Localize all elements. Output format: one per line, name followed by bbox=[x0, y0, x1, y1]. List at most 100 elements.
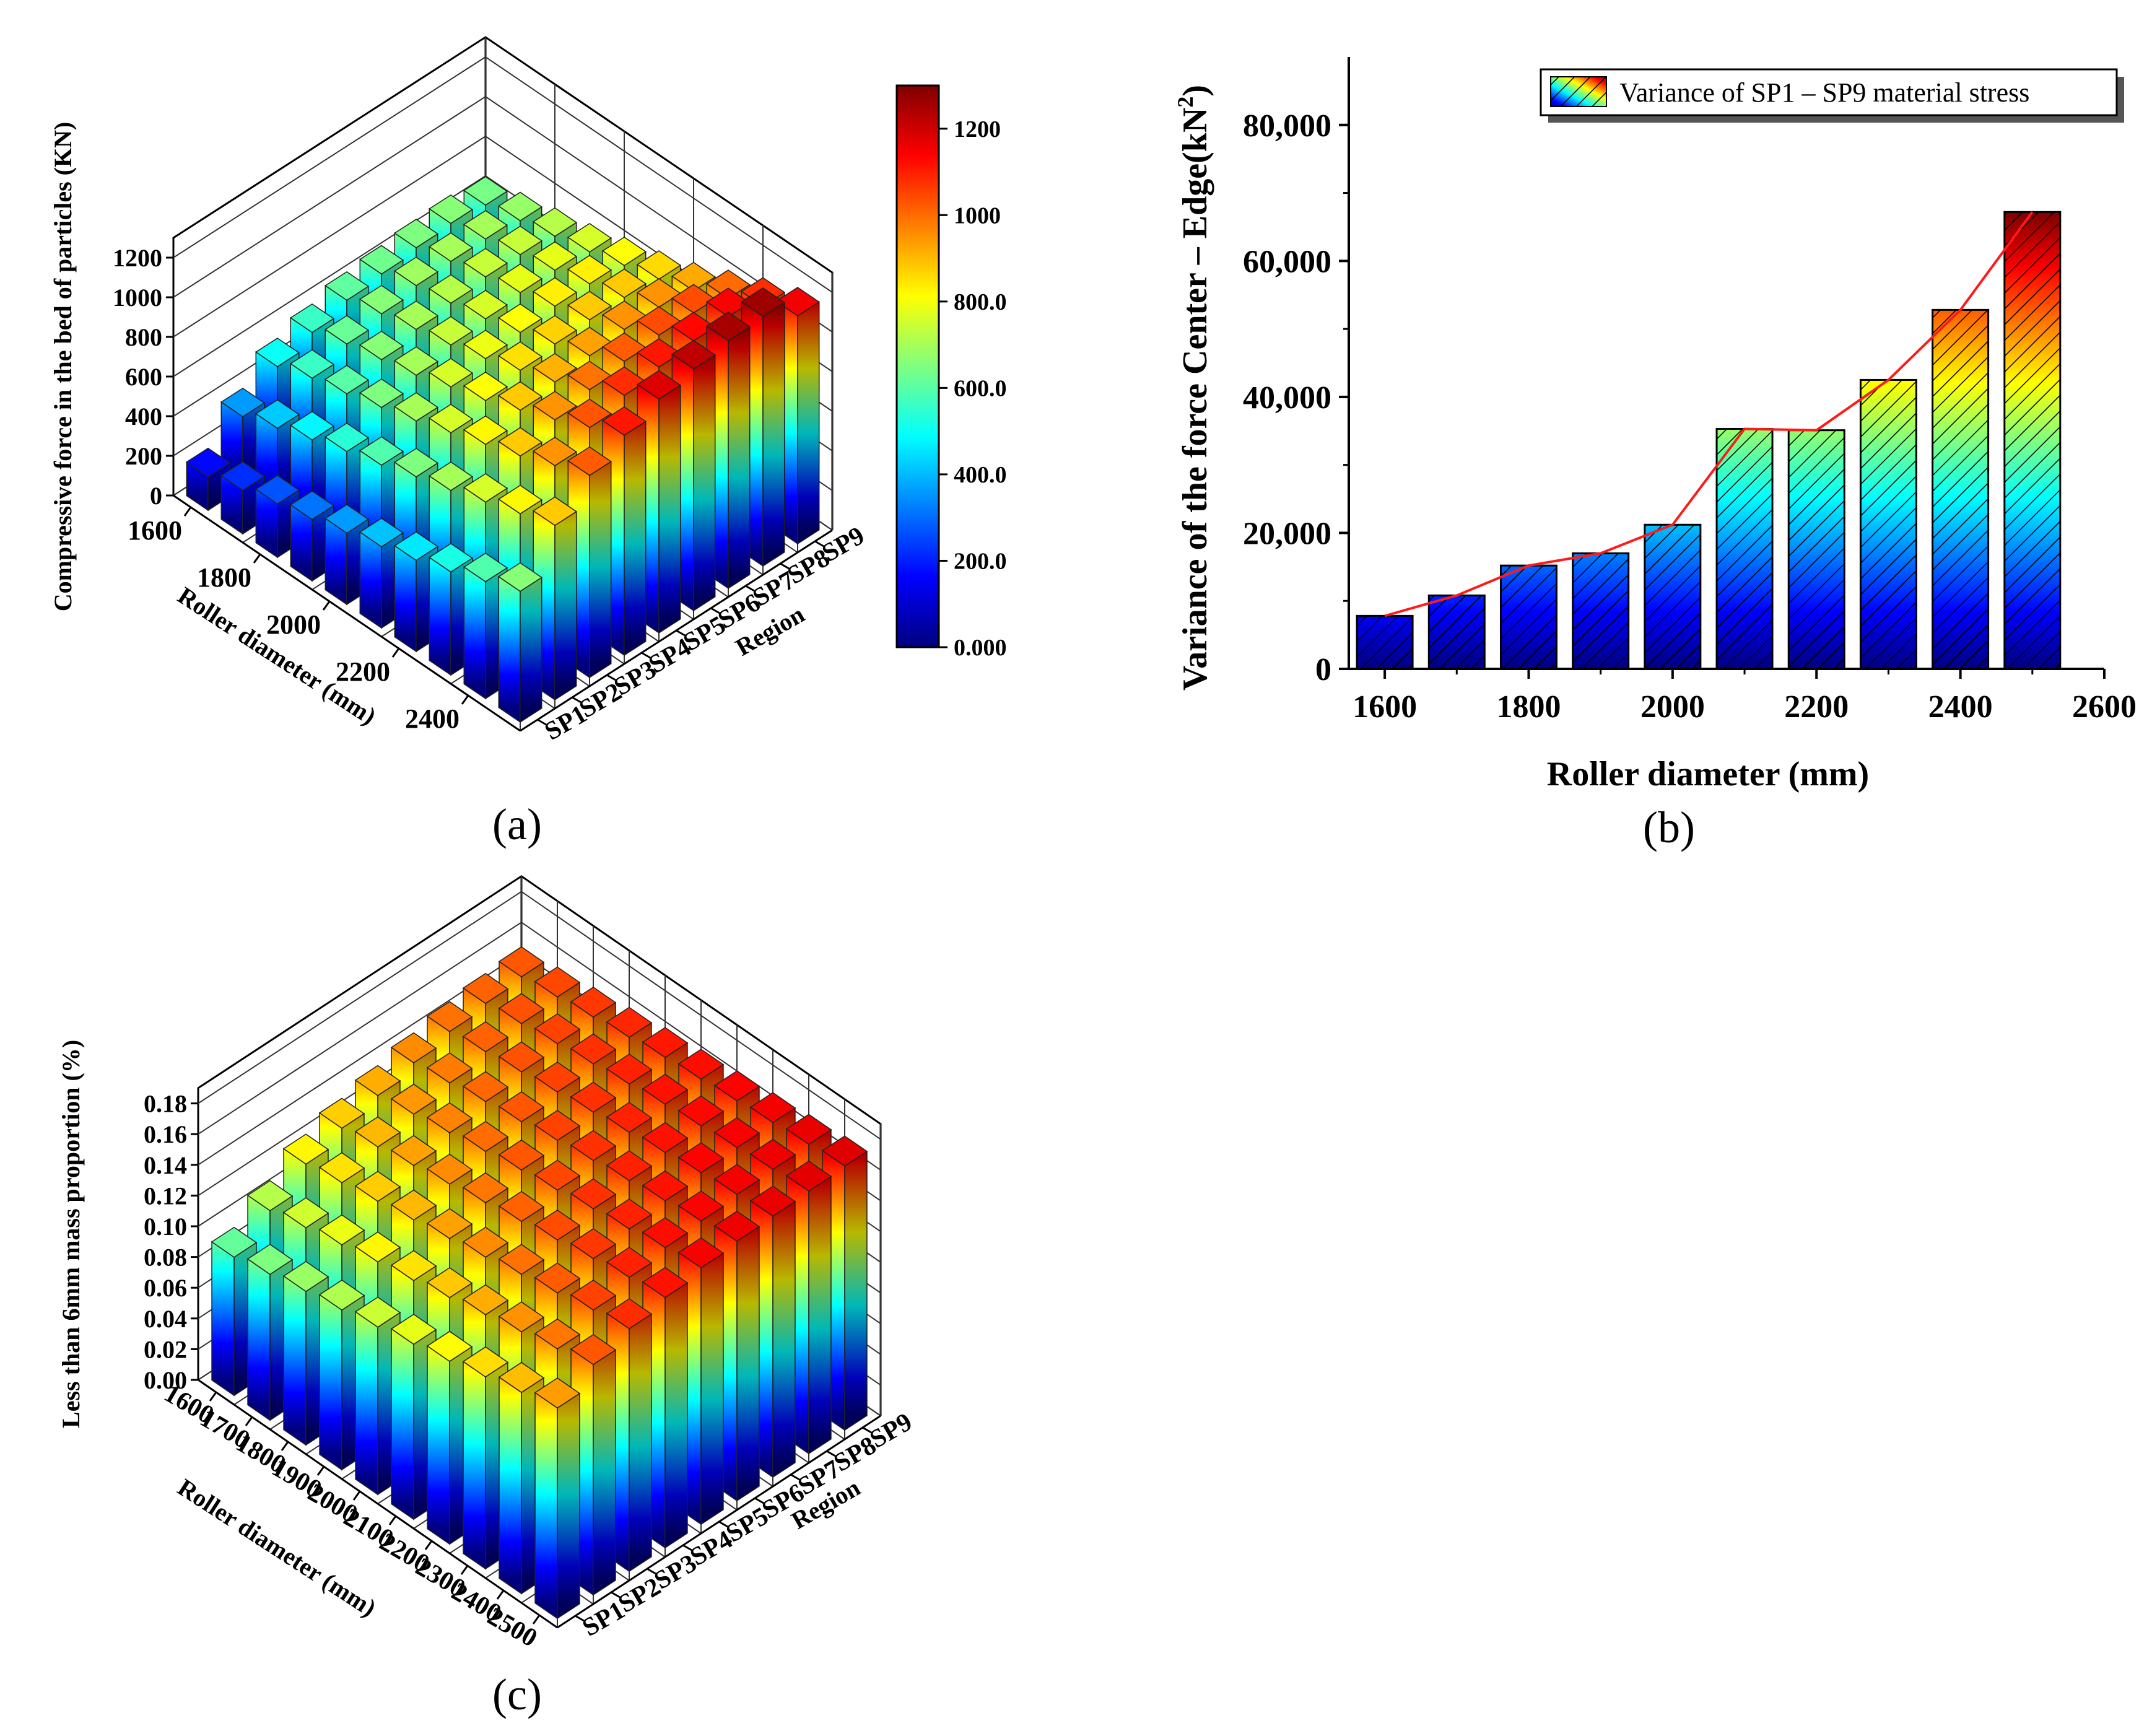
bar-side-shade bbox=[694, 355, 715, 611]
bar bbox=[497, 562, 543, 723]
bar-top-face bbox=[324, 365, 370, 395]
bar-top-face bbox=[282, 1260, 329, 1293]
bar-top-face bbox=[497, 562, 543, 592]
z-axis: 0.00 0.020.04 0.06 0.08 0.10 0.12 0.14 0.160.18… bbox=[57, 1040, 198, 1428]
bar bbox=[534, 1377, 581, 1620]
bar-top-face bbox=[677, 1237, 725, 1268]
bar-front-face bbox=[463, 1360, 486, 1570]
bar-front-face bbox=[359, 531, 382, 629]
bar-top-face bbox=[498, 946, 545, 978]
x-tick bbox=[460, 1565, 469, 1575]
bar-side-shade bbox=[555, 512, 577, 700]
bar-top-face bbox=[534, 1377, 581, 1409]
x-tick-label: 2600 bbox=[2072, 689, 2137, 725]
bar-top-face bbox=[532, 241, 578, 271]
z-tick-label: 0.08 bbox=[144, 1244, 187, 1271]
bar-top-face bbox=[705, 312, 751, 341]
bar-top-face bbox=[671, 261, 717, 292]
bar-top-face bbox=[359, 378, 404, 408]
bar-top-face bbox=[601, 406, 647, 436]
bar-top-face bbox=[359, 330, 404, 360]
panel-b: 0 20,000 40,000 60,000 80,000 1600 1800 2000 220… bbox=[1115, 0, 2152, 867]
bar-top-face bbox=[570, 1130, 617, 1161]
bar-top-face bbox=[428, 194, 474, 224]
bar-top-face bbox=[498, 1301, 545, 1333]
bar-top-face bbox=[354, 1296, 401, 1328]
bar-top-face bbox=[390, 1135, 437, 1166]
x-axis-label: Roller diameter (mm) bbox=[173, 1473, 381, 1622]
bar-front-face bbox=[427, 1345, 450, 1545]
bar-side-shade bbox=[845, 1151, 867, 1431]
bar-top-face bbox=[390, 1189, 437, 1221]
bar-top-face bbox=[567, 398, 612, 429]
bar-top-face bbox=[463, 415, 508, 445]
bar-top-face bbox=[463, 289, 508, 320]
y-tick-label: 60,000 bbox=[1243, 244, 1331, 279]
bar-top-face bbox=[255, 399, 300, 429]
bar-top-face bbox=[463, 329, 508, 360]
bar-top-face bbox=[428, 274, 474, 304]
bar-top-face bbox=[324, 315, 370, 345]
x-tick-label: 1800 bbox=[1496, 689, 1561, 725]
bar-front-face bbox=[394, 544, 417, 653]
bar-side-shade bbox=[728, 326, 750, 588]
z-tick-label: 0.04 bbox=[144, 1305, 187, 1333]
bar-top-face bbox=[534, 1061, 581, 1093]
bar-top-face bbox=[390, 1083, 437, 1115]
bar-front-face bbox=[463, 566, 486, 700]
bar-top-face bbox=[428, 316, 474, 346]
bar-hatch bbox=[1427, 594, 1486, 670]
bar-top-face bbox=[289, 303, 335, 333]
bar bbox=[567, 446, 612, 679]
bar-top-face bbox=[390, 1250, 437, 1281]
bar-side-shade bbox=[629, 1314, 651, 1572]
bar-top-face bbox=[354, 1171, 401, 1202]
colorbar-tick-label: 1200 bbox=[954, 116, 1001, 142]
x-tick-label: 1800 bbox=[197, 562, 251, 593]
bar-top-face bbox=[775, 287, 821, 316]
x-tick bbox=[316, 1466, 325, 1476]
bar-top-face bbox=[255, 474, 300, 505]
panel-a: 0 200 400 600 800 1000 1200 Compressive force i… bbox=[0, 0, 1078, 867]
bar-top-face bbox=[606, 1298, 653, 1330]
bar-top-face bbox=[393, 219, 439, 248]
bar-top-face bbox=[282, 1133, 329, 1165]
z-tick-label: 0.14 bbox=[144, 1151, 187, 1179]
bar-top-face bbox=[462, 1226, 509, 1258]
bar-top-face bbox=[354, 1116, 401, 1148]
bar-top-face bbox=[390, 1314, 437, 1345]
y-axis-label-main: Variance of the force Center – Edge(kN bbox=[1176, 108, 1214, 691]
bar-top-face bbox=[606, 1150, 653, 1182]
bar-top-face bbox=[532, 391, 578, 421]
bar-top-face bbox=[463, 371, 508, 401]
bar-top-face bbox=[426, 1102, 473, 1133]
panel-c: 0.00 0.02 0.04 0.06 0.08 0.10 0.12 0.14 0.16 0.18… bbox=[0, 867, 1078, 1733]
bar-top-face bbox=[567, 446, 612, 476]
bar-top-face bbox=[428, 357, 474, 388]
bar-top-face bbox=[570, 987, 617, 1018]
bar-top-face bbox=[318, 1097, 365, 1129]
bar-top-face bbox=[393, 346, 439, 376]
y-tick-label: 80,000 bbox=[1243, 108, 1331, 144]
bar-front-face bbox=[319, 1294, 342, 1471]
bar-top-face bbox=[324, 422, 370, 453]
panel-caption: (b) bbox=[1643, 803, 1695, 852]
bar-top-face bbox=[570, 1279, 617, 1311]
bar-front-face bbox=[391, 1328, 414, 1520]
bar-front-face bbox=[211, 1241, 235, 1397]
bar-top-face bbox=[463, 248, 508, 278]
bar-top-face bbox=[354, 1231, 401, 1263]
bar-top-face bbox=[220, 387, 266, 417]
y-tick-label: 40,000 bbox=[1243, 380, 1331, 416]
bar-top-face bbox=[570, 1228, 617, 1260]
x-tick bbox=[461, 695, 469, 705]
bar-top-face bbox=[636, 250, 682, 280]
bar-hatch bbox=[2003, 211, 2062, 670]
bar bbox=[1787, 429, 1845, 670]
z-tick-label: 0.18 bbox=[144, 1090, 187, 1118]
bar-top-face bbox=[463, 176, 508, 206]
bar-top-face bbox=[497, 225, 543, 256]
bar-top-face bbox=[567, 290, 612, 321]
x-tick bbox=[322, 601, 331, 611]
bar-top-face bbox=[532, 207, 578, 237]
